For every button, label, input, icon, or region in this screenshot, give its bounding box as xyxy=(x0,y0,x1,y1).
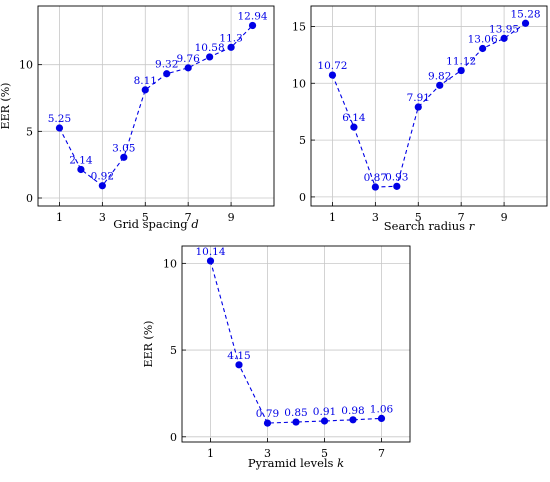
data-label: 10.72 xyxy=(317,60,347,72)
data-label: 8.11 xyxy=(134,75,157,87)
data-point xyxy=(235,361,242,368)
x-tick-label: 9 xyxy=(501,211,508,224)
data-label: 6.14 xyxy=(342,112,366,124)
data-point xyxy=(56,124,63,131)
data-point xyxy=(458,67,465,74)
data-point xyxy=(163,70,170,77)
x-tick-label: 3 xyxy=(372,211,379,224)
data-point xyxy=(500,35,507,42)
data-point xyxy=(206,53,213,60)
data-label: 9.82 xyxy=(428,70,451,82)
y-tick-label: 0 xyxy=(26,192,33,205)
data-point xyxy=(321,417,328,424)
x-axis-variable: k xyxy=(337,456,344,470)
data-label: 0.98 xyxy=(341,405,364,417)
data-label: 2.14 xyxy=(69,154,93,166)
x-tick-label: 3 xyxy=(99,211,106,224)
data-label: 0.92 xyxy=(91,171,114,183)
y-tick-label: 10 xyxy=(163,257,177,270)
y-tick-label: 10 xyxy=(292,77,306,90)
data-point xyxy=(264,419,271,426)
data-point xyxy=(372,183,379,190)
plot-frame xyxy=(311,6,547,206)
x-axis-label-text: Search radius xyxy=(384,219,465,233)
data-label: 7.91 xyxy=(407,92,430,104)
data-point xyxy=(77,166,84,173)
data-point xyxy=(393,183,400,190)
y-tick-label: 5 xyxy=(170,344,177,357)
data-point xyxy=(522,20,529,27)
series-line xyxy=(211,261,382,423)
y-tick-label: 0 xyxy=(299,191,306,204)
data-point xyxy=(415,103,422,110)
data-point xyxy=(99,182,106,189)
data-point xyxy=(249,22,256,29)
data-label: 11.3 xyxy=(219,32,242,44)
x-axis-label: Grid spacing d xyxy=(113,217,198,231)
x-axis-label: Pyramid levels k xyxy=(248,456,344,470)
data-point xyxy=(185,64,192,71)
data-label: 1.06 xyxy=(370,403,394,415)
x-axis-variable: r xyxy=(469,219,476,233)
y-axis-label: EER (%) xyxy=(0,83,12,130)
x-axis-label-text: Pyramid levels xyxy=(248,456,334,470)
data-label: 5.25 xyxy=(48,113,71,125)
data-label: 9.32 xyxy=(155,59,178,71)
series-line xyxy=(332,23,525,187)
x-tick-label: 7 xyxy=(378,447,385,460)
data-point xyxy=(479,45,486,52)
x-axis-variable: d xyxy=(191,217,198,231)
data-label: 0.93 xyxy=(385,171,408,183)
y-tick-label: 5 xyxy=(26,125,33,138)
data-point xyxy=(142,86,149,93)
y-tick-label: 0 xyxy=(170,431,177,444)
data-label: 0.79 xyxy=(256,408,279,420)
data-point xyxy=(227,44,234,51)
data-label: 10.14 xyxy=(195,246,225,258)
data-label: 0.87 xyxy=(364,172,387,184)
data-point xyxy=(349,416,356,423)
data-point xyxy=(350,124,357,131)
x-axis-label-text: Grid spacing xyxy=(113,217,188,231)
x-tick-label: 1 xyxy=(207,447,214,460)
y-tick-label: 5 xyxy=(299,134,306,147)
data-label: 0.85 xyxy=(284,407,307,419)
x-tick-label: 9 xyxy=(228,211,235,224)
data-label: 12.94 xyxy=(238,10,268,22)
data-label: 13.95 xyxy=(489,23,519,35)
y-tick-label: 15 xyxy=(292,20,306,33)
data-point xyxy=(436,82,443,89)
data-point xyxy=(292,418,299,425)
x-tick-label: 1 xyxy=(56,211,63,224)
data-label: 3.05 xyxy=(112,142,135,154)
data-label: 11.12 xyxy=(446,56,476,68)
data-label: 4.15 xyxy=(227,350,250,362)
y-axis-label: EER (%) xyxy=(142,321,155,368)
data-label: 9.76 xyxy=(176,53,200,65)
data-point xyxy=(378,415,385,422)
x-tick-label: 1 xyxy=(329,211,336,224)
x-axis-label: Search radius r xyxy=(384,219,476,233)
data-point xyxy=(329,71,336,78)
data-point xyxy=(120,154,127,161)
y-tick-label: 10 xyxy=(19,59,33,72)
data-label: 0.91 xyxy=(313,406,336,418)
data-point xyxy=(207,257,214,264)
data-label: 15.28 xyxy=(511,8,541,20)
